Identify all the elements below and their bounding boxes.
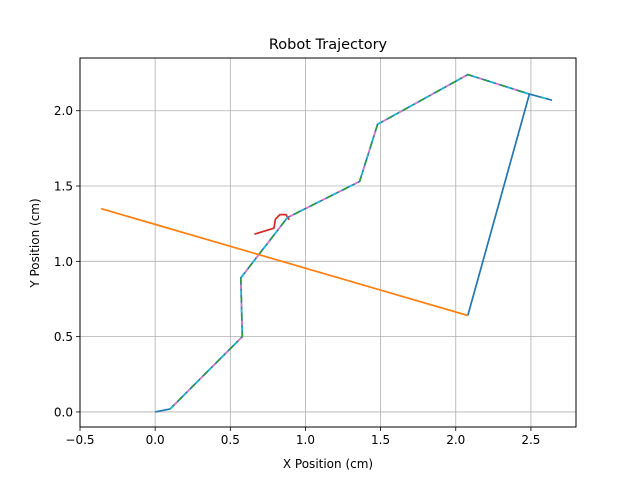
x-tick-label: −0.5 [65,433,94,447]
series-line-3 [254,213,290,236]
series-line-2 [100,207,469,317]
series-layer [100,73,553,413]
x-axis-label: X Position (cm) [283,457,373,471]
x-tick-label: 2.5 [521,433,540,447]
x-tick-label: 0.0 [146,433,165,447]
chart-title: Robot Trajectory [269,37,388,53]
plot-frame [79,57,577,428]
y-tick-label: 2.0 [54,104,73,118]
series-line-5 [169,73,530,410]
y-tick-label: 1.0 [54,255,73,269]
x-tick-label: 0.5 [221,433,240,447]
series-line-6 [169,73,553,410]
series-line-4 [169,73,530,410]
x-tick-label: 2.0 [446,433,465,447]
tick-layer: −0.5 0.0 0.5 1.0 1.5 2.0 2.5 0.0 0.5 1.0 1.5 2.0 [54,104,541,447]
y-tick-label: 0.0 [54,405,73,419]
y-axis-label: Y Position (cm) [28,198,42,288]
x-tick-label: 1.5 [371,433,390,447]
y-tick-label: 0.5 [54,330,73,344]
x-tick-label: 1.0 [296,433,315,447]
series-line-1 [466,93,531,316]
grid-layer [79,58,576,427]
y-tick-label: 1.5 [54,180,73,194]
